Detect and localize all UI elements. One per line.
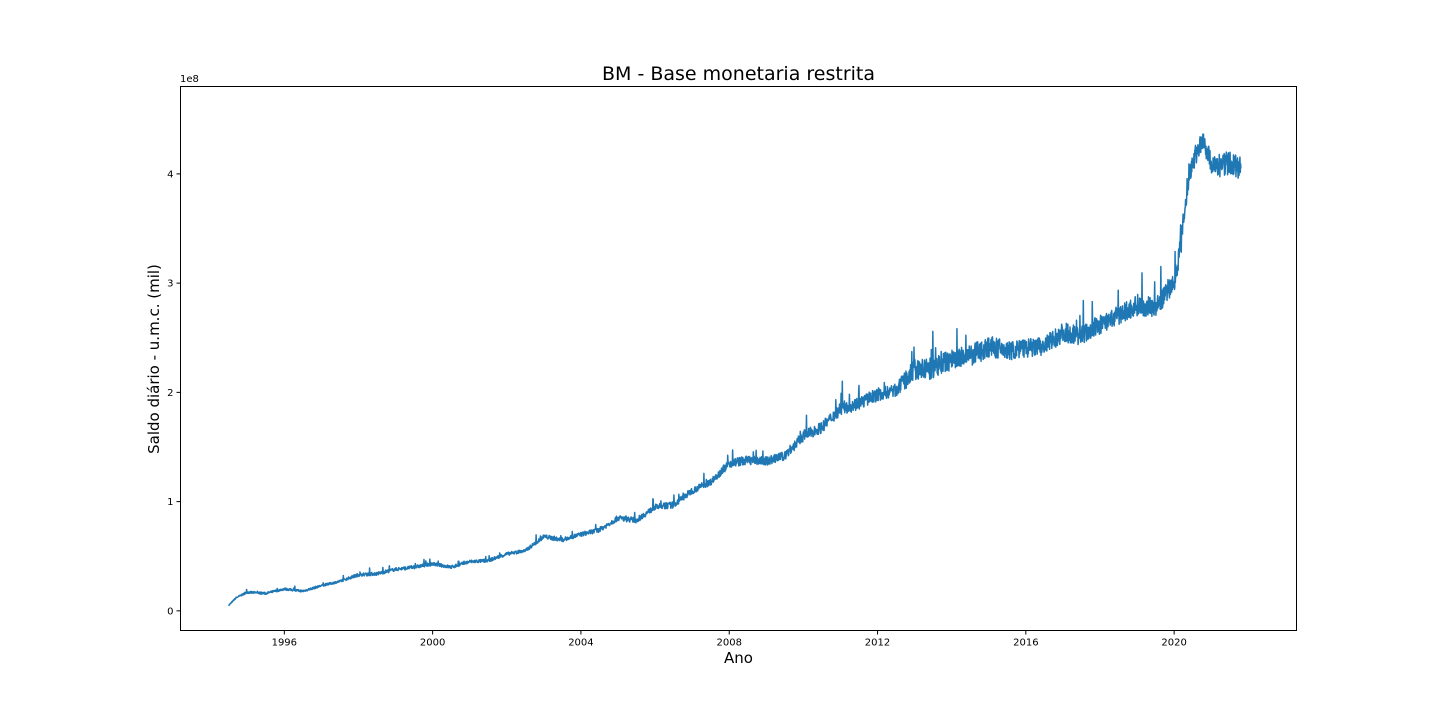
series-line-0: [228, 133, 1242, 607]
y-tick-label: 1: [167, 497, 173, 508]
x-axis: 1996 2000 2004 2008 2012 2016 2020: [272, 630, 1187, 649]
y-tick-label: 0: [167, 606, 173, 617]
x-axis-label: Ano: [724, 649, 753, 667]
x-tick-label: 2016: [1013, 638, 1038, 649]
y-tick-label: 4: [167, 169, 173, 180]
y-axis-label: Saldo diário - u.m.c. (mil): [145, 264, 163, 454]
x-tick-label: 2000: [420, 638, 445, 649]
y-offset-label: 1e8: [180, 74, 199, 85]
plot-frame: [180, 86, 1297, 631]
chart-title: BM - Base monetaria restrita: [602, 63, 875, 85]
y-tick-label: 2: [167, 388, 173, 399]
x-tick-label: 2008: [717, 638, 742, 649]
y-axis: 0 1 2 3 4: [167, 169, 181, 617]
y-tick-label: 3: [167, 279, 173, 290]
plot-area: [228, 133, 1242, 607]
x-tick-label: 1996: [272, 638, 297, 649]
x-tick-label: 2012: [865, 638, 890, 649]
x-tick-label: 2020: [1161, 638, 1186, 649]
x-tick-label: 2004: [568, 638, 593, 649]
